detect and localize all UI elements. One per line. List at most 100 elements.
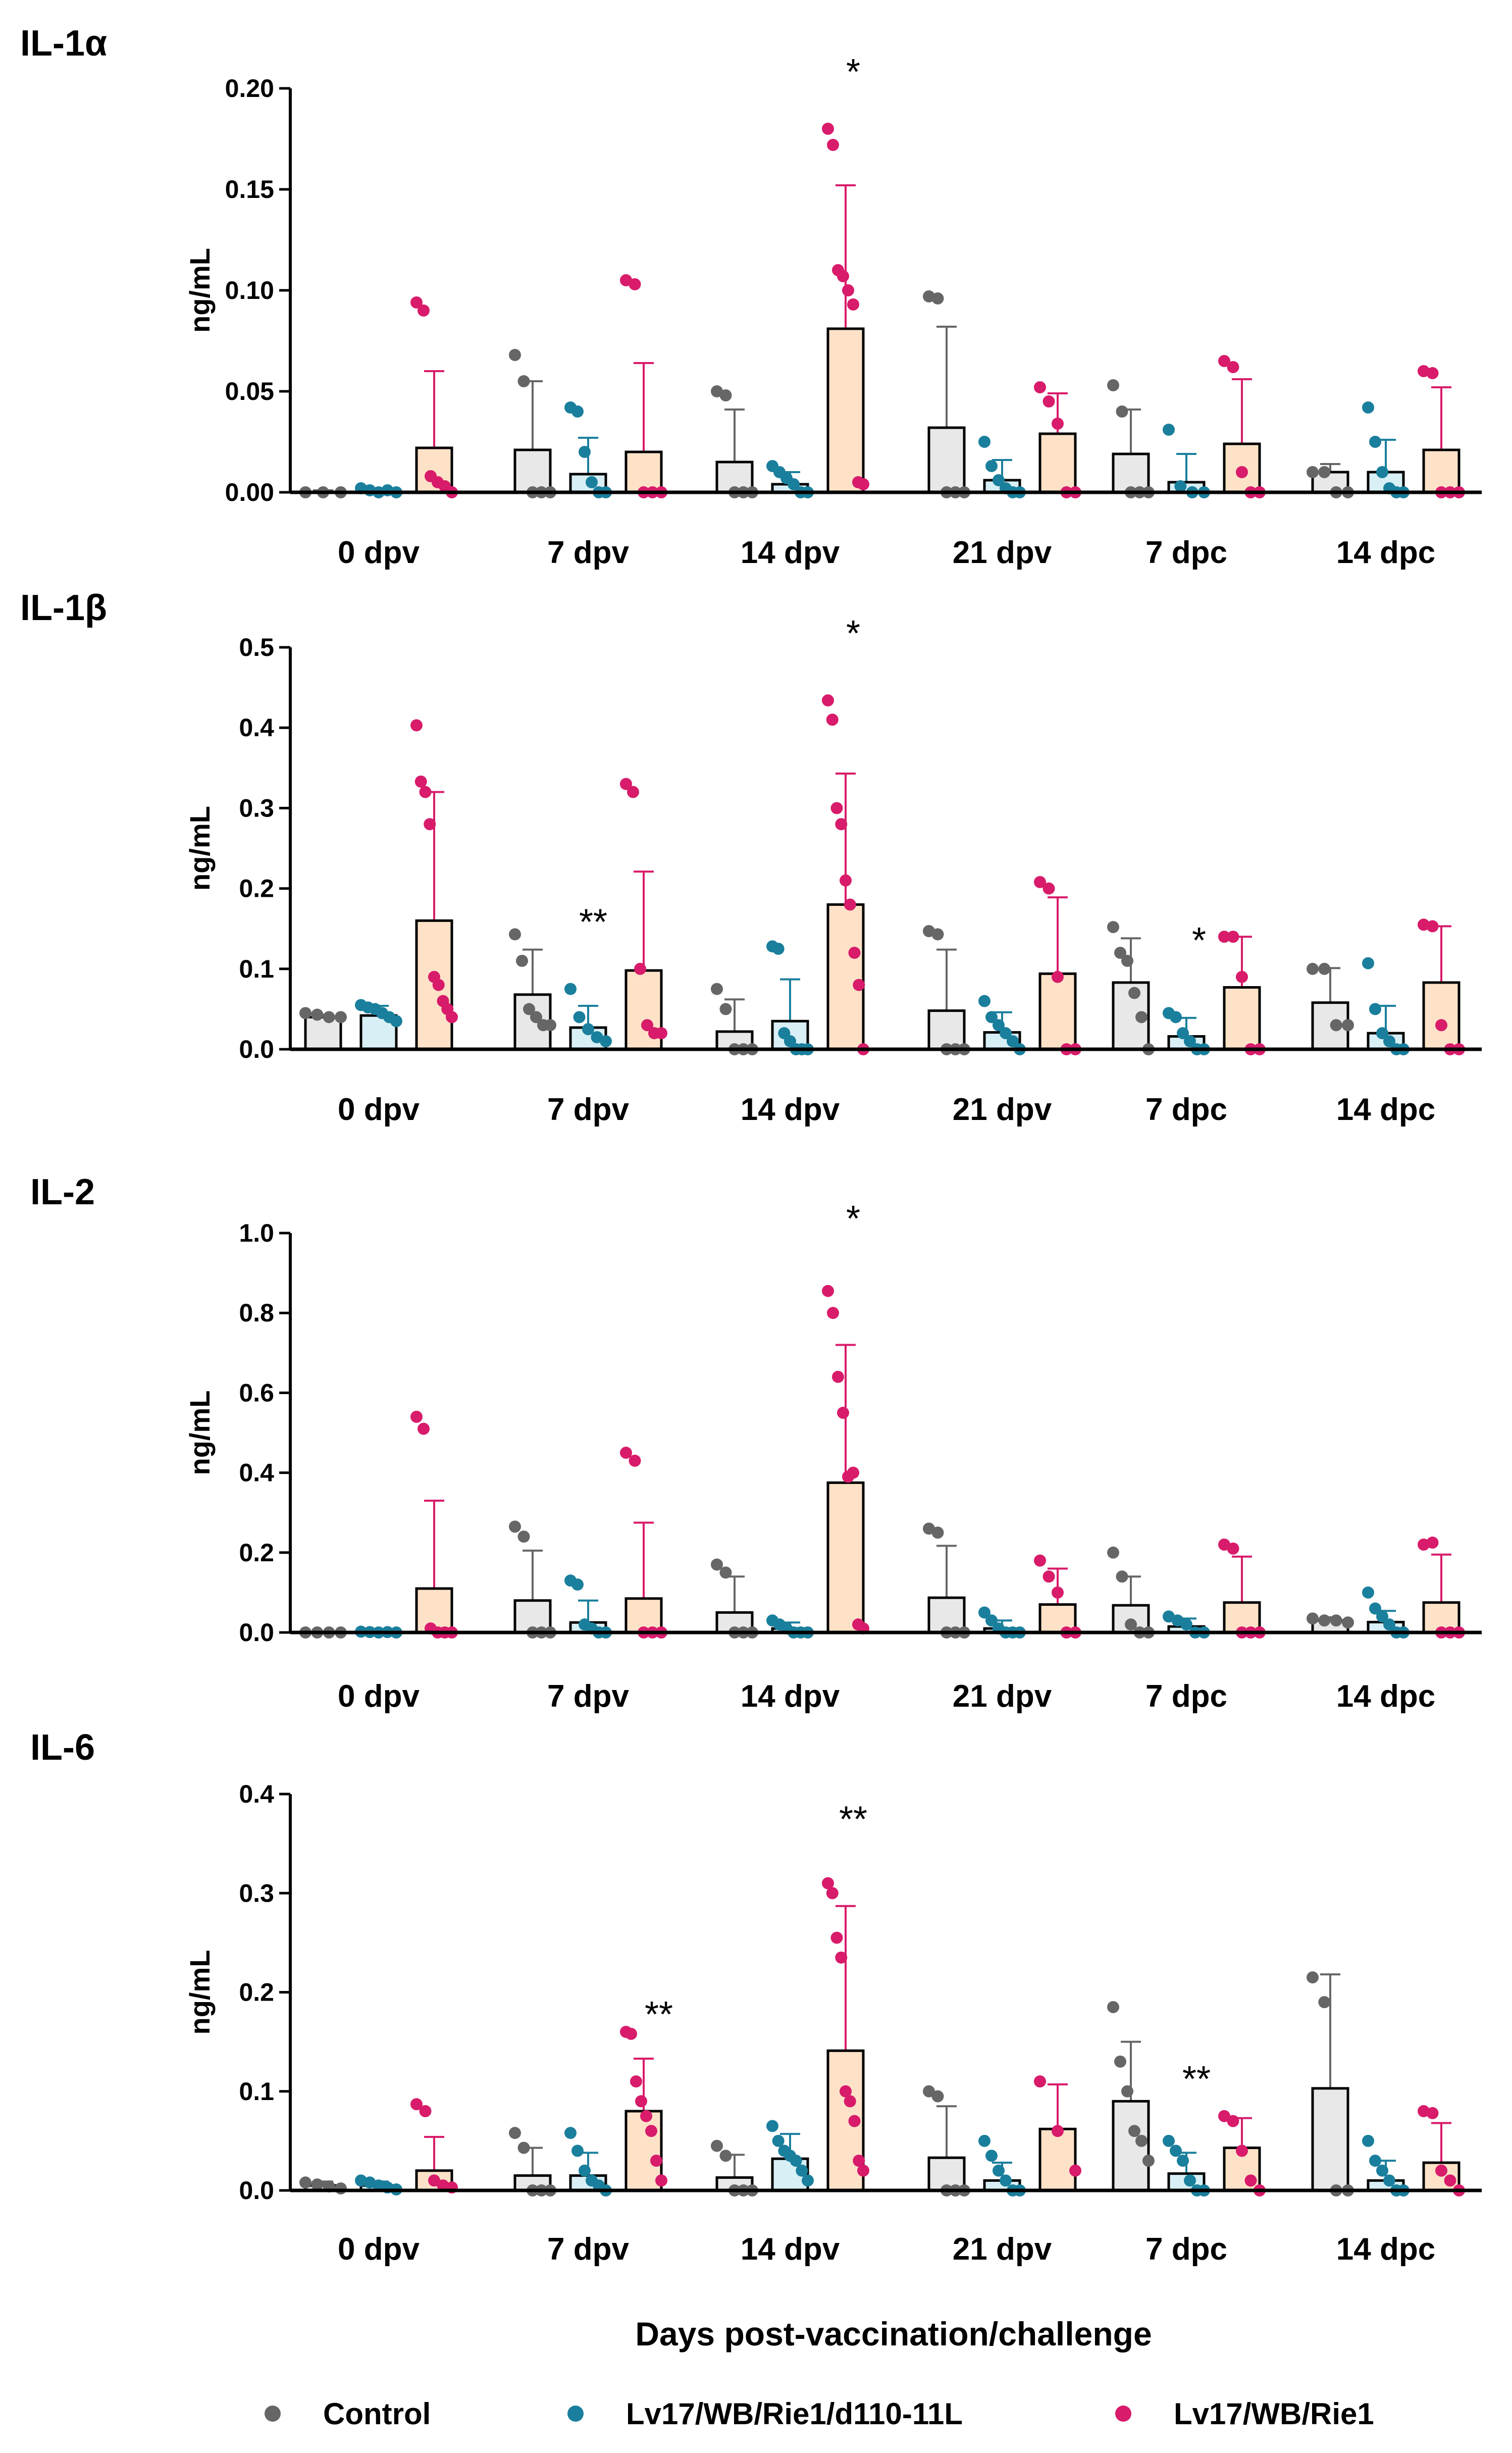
data-point [1034, 381, 1046, 393]
significance-marker: * [1192, 921, 1206, 961]
y-tick-label: 0.1 [239, 955, 274, 983]
bar [1223, 986, 1261, 1051]
y-tick-label: 0.4 [239, 1780, 274, 1808]
data-point [1244, 2174, 1257, 2187]
data-point [1128, 2125, 1140, 2137]
data-point [1362, 401, 1374, 414]
data-point [625, 2027, 637, 2040]
data-point [509, 2127, 521, 2139]
legend-label: Lv17/WB/Rie1 [1174, 2397, 1374, 2431]
data-point [1362, 957, 1374, 969]
data-point [1307, 1612, 1319, 1625]
data-point [419, 786, 432, 798]
y-tick-label: 0.10 [225, 276, 274, 304]
panel-3: IL-2 ng/mL 0.0 0.2 0.4 0.6 0.8 1.0 0 dpv 7 dpv 14 … [30, 1172, 1482, 1714]
x-axis-title: Days post-vaccination/challenge [635, 2315, 1152, 2353]
y-tick-label: 0.20 [225, 74, 274, 103]
data-point [620, 778, 632, 790]
x-tick-label: 14 dpc [1336, 535, 1435, 570]
data-point [650, 2155, 662, 2167]
data-point [844, 2095, 856, 2108]
data-point [311, 1008, 324, 1021]
data-point [641, 1019, 653, 1032]
data-point [772, 2134, 785, 2147]
data-point [844, 898, 856, 911]
data-point [837, 1406, 849, 1419]
data-point [1227, 1542, 1239, 1555]
data-point [627, 786, 639, 798]
data-point [410, 1410, 423, 1423]
data-point [796, 2164, 808, 2177]
y-tick-label: 0.1 [239, 2077, 274, 2106]
data-point [517, 2141, 530, 2154]
data-point [564, 983, 577, 995]
bar [513, 448, 552, 494]
data-point [1121, 2085, 1133, 2098]
y-tick-label: 0.15 [225, 175, 274, 203]
data-point [1318, 1614, 1331, 1627]
data-point [985, 1614, 998, 1627]
panel-title: IL-1α [20, 23, 107, 64]
data-point [1107, 1546, 1119, 1559]
data-point [830, 1931, 843, 1944]
data-point [931, 1526, 944, 1539]
data-point [711, 2139, 723, 2152]
data-point [1330, 1019, 1342, 1032]
data-point [827, 139, 839, 151]
data-point [1034, 1554, 1046, 1567]
bar [1038, 432, 1077, 494]
data-point [1218, 2110, 1230, 2122]
y-axis-title: ng/mL [184, 1391, 216, 1475]
bar [1422, 448, 1461, 494]
data-point [645, 2125, 657, 2137]
data-point [1342, 1019, 1354, 1032]
data-point [1362, 1586, 1374, 1599]
legend-marker [265, 2406, 281, 2422]
data-point [1218, 931, 1230, 943]
data-point [1318, 962, 1331, 975]
data-point [847, 298, 859, 311]
data-point [1107, 921, 1119, 934]
data-point [1052, 418, 1064, 430]
data-point [1174, 480, 1187, 492]
data-point [1383, 1618, 1395, 1631]
bar [1038, 972, 1077, 1051]
y-axis-title: ng/mL [184, 248, 216, 333]
data-point [573, 1011, 586, 1024]
data-point [571, 2144, 584, 2157]
data-point [1114, 946, 1126, 959]
bar [1311, 471, 1349, 494]
data-point [822, 1285, 834, 1297]
x-tick-label: 21 dpv [953, 1679, 1052, 1714]
data-point [848, 2115, 861, 2127]
data-point [544, 1019, 556, 1032]
x-tick-label: 7 dpv [547, 535, 629, 570]
data-point [1128, 987, 1140, 999]
data-point [1330, 1614, 1342, 1627]
data-point [1383, 2174, 1395, 2187]
data-point [635, 2095, 647, 2108]
x-tick-label: 21 dpv [953, 2232, 1052, 2267]
data-point [1383, 1035, 1395, 1048]
data-point [586, 476, 598, 488]
data-point [822, 694, 834, 707]
data-point [299, 2176, 311, 2189]
panel-title: IL-1β [20, 588, 107, 628]
data-point [630, 2075, 642, 2088]
data-point [853, 2155, 865, 2167]
data-point [509, 349, 521, 361]
data-point [1318, 1996, 1331, 2009]
bar [826, 1481, 865, 1634]
x-tick-label: 7 dpc [1145, 1679, 1227, 1714]
bar [826, 327, 865, 494]
data-point [1125, 1618, 1137, 1631]
data-point [719, 2150, 732, 2162]
x-tick-label: 7 dpv [547, 1092, 629, 1127]
data-point [1135, 2134, 1148, 2147]
data-point [1435, 1019, 1447, 1032]
data-point [1107, 2001, 1119, 2013]
data-point [1435, 2164, 1447, 2177]
x-tick-label: 0 dpv [338, 1679, 420, 1714]
data-point [1236, 2144, 1248, 2157]
